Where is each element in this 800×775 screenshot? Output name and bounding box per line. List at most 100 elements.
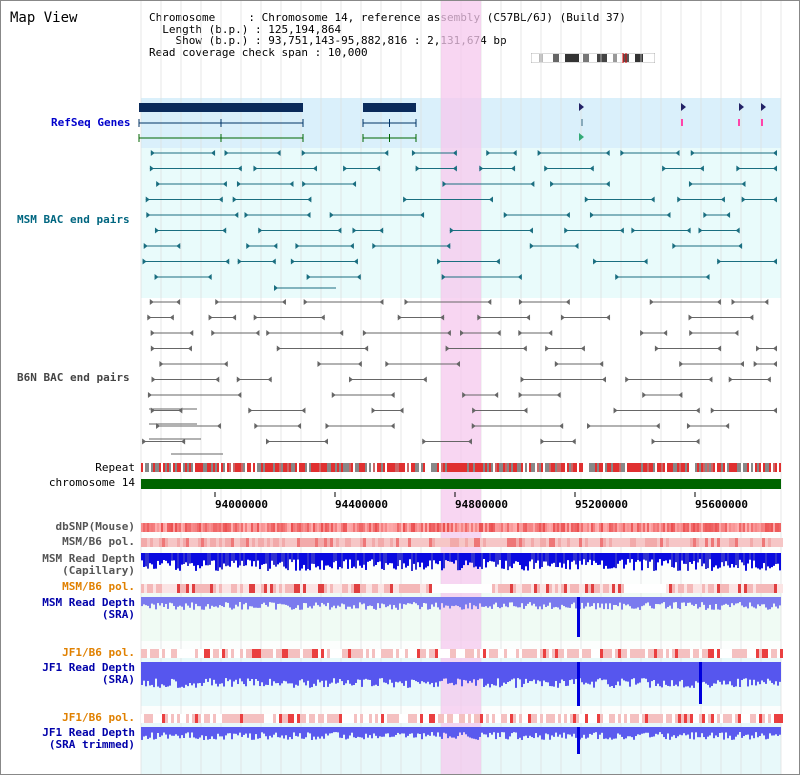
jf1-trim-depth-bin <box>535 727 537 734</box>
jf1-trim-depth-bin <box>491 727 493 735</box>
jf1-trim-depth-bin <box>663 727 665 738</box>
jf1-pol-bin <box>489 649 492 658</box>
msm-capillary-depth-bin <box>205 553 207 566</box>
label-jf1-read-depth-sra-line2: (SRA) <box>101 673 135 686</box>
msm-capillary-depth-bin <box>601 553 603 561</box>
dbsnp-bin <box>575 523 577 532</box>
msm-pol-bin <box>141 538 144 547</box>
msm-pol-bin <box>489 538 492 547</box>
label-msm-read-depth-sra[interactable]: MSM Read Depth (SRA) <box>42 597 135 621</box>
msm-sra-depth-bin <box>693 597 695 606</box>
msm-pol-bin <box>339 538 342 547</box>
msm-sra-depth-bin <box>189 597 191 608</box>
msm-sra-depth-bin <box>491 597 493 609</box>
jf1-pol-bin <box>579 649 582 658</box>
msm-capillary-depth-bin <box>249 553 251 561</box>
bac-end-marker <box>399 407 404 414</box>
repeat-segment <box>213 463 215 472</box>
msm-capillary-depth-bin <box>409 553 411 560</box>
jf1-sra-depth-bin <box>273 662 275 682</box>
jf1-pol2-bin <box>189 714 192 723</box>
refseq-gene-marker <box>761 103 766 111</box>
label-jf1-b6-pol-2[interactable]: JF1/B6 pol. <box>62 711 135 724</box>
msm-pol-bin <box>717 538 720 547</box>
jf1-pol-bin <box>261 649 264 658</box>
jf1-pol-bin <box>651 649 654 658</box>
msm-capillary-depth-bin <box>171 553 173 561</box>
label-jf1-read-depth-sra[interactable]: JF1 Read Depth (SRA) <box>42 662 135 686</box>
jf1-trim-depth-bin <box>567 727 569 735</box>
label-jf1-read-depth-sra-trimmed[interactable]: JF1 Read Depth (SRA trimmed) <box>42 727 135 751</box>
jf1-sra-depth-bin <box>469 662 471 681</box>
msm-sra-depth-bin <box>301 597 303 610</box>
label-b6n-bac-end-pairs[interactable]: B6N BAC end pairs <box>17 371 130 384</box>
dbsnp-bin <box>761 523 763 532</box>
repeat-segment <box>719 463 721 472</box>
jf1-pol-bin <box>252 649 255 658</box>
msm-pol2-bin <box>195 584 198 593</box>
jf1-pol-bin <box>603 649 606 658</box>
jf1-trim-depth-bin <box>741 727 743 738</box>
dbsnp-bin <box>745 523 747 532</box>
jf1-trim-depth-bin <box>197 727 199 739</box>
bac-end-marker <box>584 196 589 203</box>
msm-capillary-depth-bin <box>381 553 383 569</box>
repeat-segment <box>309 463 311 472</box>
jf1-pol-bin <box>768 649 771 658</box>
label-jf1-b6-pol-1[interactable]: JF1/B6 pol. <box>62 646 135 659</box>
label-msm-bac-end-pairs[interactable]: MSM BAC end pairs <box>17 213 130 226</box>
jf1-sra-depth-bin <box>151 662 153 685</box>
jf1-pol-bin <box>150 649 153 658</box>
jf1-trim-depth-bin <box>149 727 151 738</box>
bac-end-marker <box>472 407 477 414</box>
jf1-pol2-bin <box>642 714 645 723</box>
msm-capillary-depth-bin <box>717 553 719 569</box>
label-chromosome-14[interactable]: chromosome 14 <box>48 476 135 489</box>
jf1-trim-depth-bin <box>499 727 501 737</box>
msm-capillary-depth-bin <box>471 553 473 563</box>
jf1-sra-depth-bin <box>639 662 641 683</box>
bac-end-marker <box>349 376 354 383</box>
bac-end-marker <box>211 330 216 336</box>
repeat-segment <box>393 463 395 472</box>
dbsnp-bin <box>479 523 481 532</box>
dbsnp-bin <box>363 523 365 532</box>
jf1-pol2-bin <box>258 714 261 723</box>
msm-pol2-bin <box>363 584 366 593</box>
label-repeat[interactable]: Repeat <box>95 461 135 474</box>
repeat-segment <box>717 463 719 472</box>
label-msm-b6-pol-2[interactable]: MSM/B6 pol. <box>62 580 135 593</box>
label-msm-b6-pol-1[interactable]: MSM/B6 pol. <box>62 535 135 548</box>
dbsnp-bin <box>683 523 685 532</box>
msm-sra-depth-bin <box>667 597 669 608</box>
msm-pol2-bin <box>273 584 276 593</box>
msm-pol2-bin <box>474 584 477 593</box>
label-msm-read-depth-capillary[interactable]: MSM Read Depth (Capillary) <box>42 553 135 577</box>
jf1-sra-depth-bin <box>481 662 483 679</box>
jf1-pol2-bin <box>282 714 285 723</box>
msm-capillary-depth-bin <box>621 553 623 560</box>
jf1-pol2-bin <box>579 714 582 723</box>
msm-sra-depth-bin <box>543 597 545 605</box>
msm-sra-depth-bin <box>501 597 503 608</box>
repeat-segment <box>521 463 523 472</box>
msm-sra-depth-bin <box>237 597 239 607</box>
repeat-segment <box>705 463 707 472</box>
msm-capillary-depth-bin <box>263 553 265 565</box>
msm-pol2-bin <box>645 584 648 593</box>
msm-sra-depth-bin <box>637 597 639 608</box>
repeat-segment <box>771 463 773 472</box>
label-dbsnp-mouse[interactable]: dbSNP(Mouse) <box>55 520 135 533</box>
dbsnp-bin <box>539 523 541 532</box>
bac-end-marker <box>376 165 381 172</box>
jf1-trim-depth-bin <box>653 727 655 737</box>
dbsnp-bin <box>453 523 455 532</box>
jf1-trim-depth-bin <box>231 727 233 740</box>
dbsnp-bin <box>581 523 583 532</box>
msm-capillary-depth-bin <box>671 553 673 568</box>
chromosome-ideogram[interactable] <box>531 53 655 63</box>
repeat-segment <box>253 463 255 472</box>
msm-sra-depth-bin <box>537 597 539 610</box>
label-refseq-genes[interactable]: RefSeq Genes <box>51 116 131 129</box>
